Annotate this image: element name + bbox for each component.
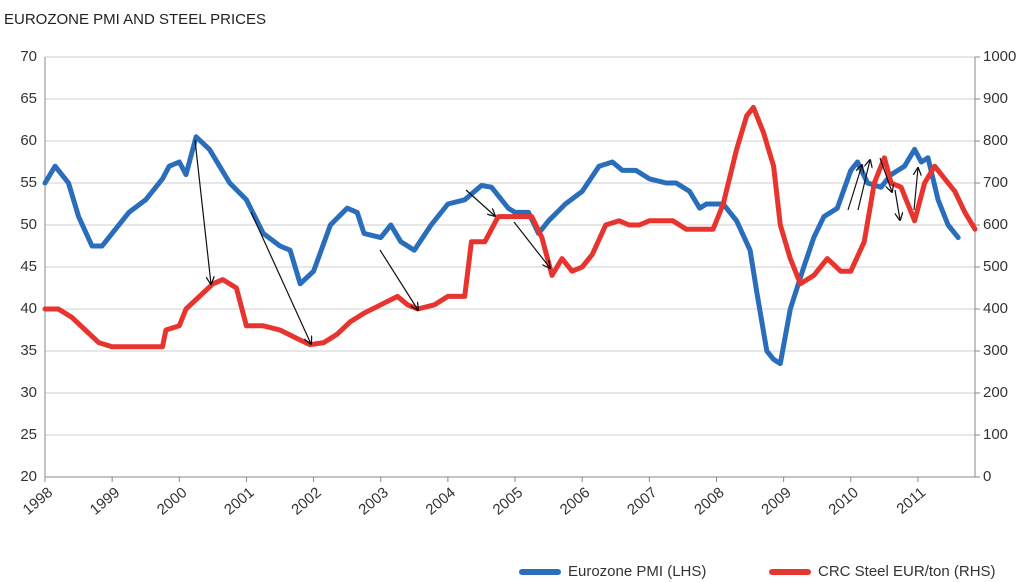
plot-area: 2025303540455055606570010020030040050060… — [20, 48, 1017, 519]
chart-title: EUROZONE PMI AND STEEL PRICES — [4, 11, 266, 28]
y-tick-label: 50 — [20, 216, 37, 233]
arrow — [857, 160, 870, 211]
x-tick-label: 2011 — [893, 484, 929, 518]
x-tick-label: 1999 — [87, 484, 123, 518]
x-tick-label: 2002 — [288, 484, 324, 518]
y2-tick-label: 0 — [983, 468, 991, 485]
x-tick-label: 2009 — [758, 484, 794, 518]
x-tick-label: 2003 — [355, 484, 391, 518]
arrow — [513, 221, 550, 268]
x-tick-label: 2000 — [154, 484, 190, 518]
legend-label: Eurozone PMI (LHS) — [568, 563, 706, 580]
x-tick-label: 2004 — [423, 484, 459, 518]
x-tick-label: 2001 — [221, 484, 257, 518]
y-tick-label: 30 — [20, 384, 37, 401]
arrow — [379, 249, 418, 310]
arrow — [465, 189, 495, 216]
arrow — [894, 189, 900, 220]
y-tick-label: 35 — [20, 342, 37, 359]
arrow — [847, 165, 862, 211]
y-tick-label: 40 — [20, 300, 37, 317]
y2-tick-label: 300 — [983, 342, 1008, 359]
y-tick-label: 65 — [20, 90, 37, 107]
x-tick-label: 1998 — [20, 484, 56, 518]
x-tick-label: 2008 — [691, 484, 727, 518]
y2-tick-label: 800 — [983, 132, 1008, 149]
y-tick-label: 70 — [20, 48, 37, 65]
series-line — [42, 104, 978, 350]
y2-tick-label: 900 — [983, 90, 1008, 107]
y2-tick-label: 600 — [983, 216, 1008, 233]
x-tick-label: 2007 — [624, 484, 660, 518]
y2-tick-label: 1000 — [983, 48, 1016, 65]
series-line — [42, 134, 961, 367]
x-tick-label: 2005 — [490, 484, 526, 518]
x-tick-label: 2006 — [557, 484, 593, 518]
y2-tick-label: 100 — [983, 426, 1008, 443]
y2-tick-label: 500 — [983, 258, 1008, 275]
arrow — [194, 139, 211, 284]
y-tick-label: 55 — [20, 174, 37, 191]
y2-tick-label: 400 — [983, 300, 1008, 317]
y2-tick-label: 200 — [983, 384, 1008, 401]
y2-tick-label: 700 — [983, 174, 1008, 191]
annotation-arrows — [194, 139, 918, 344]
y-tick-label: 60 — [20, 132, 37, 149]
arrow — [914, 168, 918, 211]
arrow — [250, 211, 311, 344]
x-tick-label: 2010 — [825, 484, 861, 518]
y-tick-label: 25 — [20, 426, 37, 443]
arrow — [879, 157, 892, 192]
legend-label: CRC Steel EUR/ton (RHS) — [818, 563, 996, 580]
y-tick-label: 20 — [20, 468, 37, 485]
y-tick-label: 45 — [20, 258, 37, 275]
